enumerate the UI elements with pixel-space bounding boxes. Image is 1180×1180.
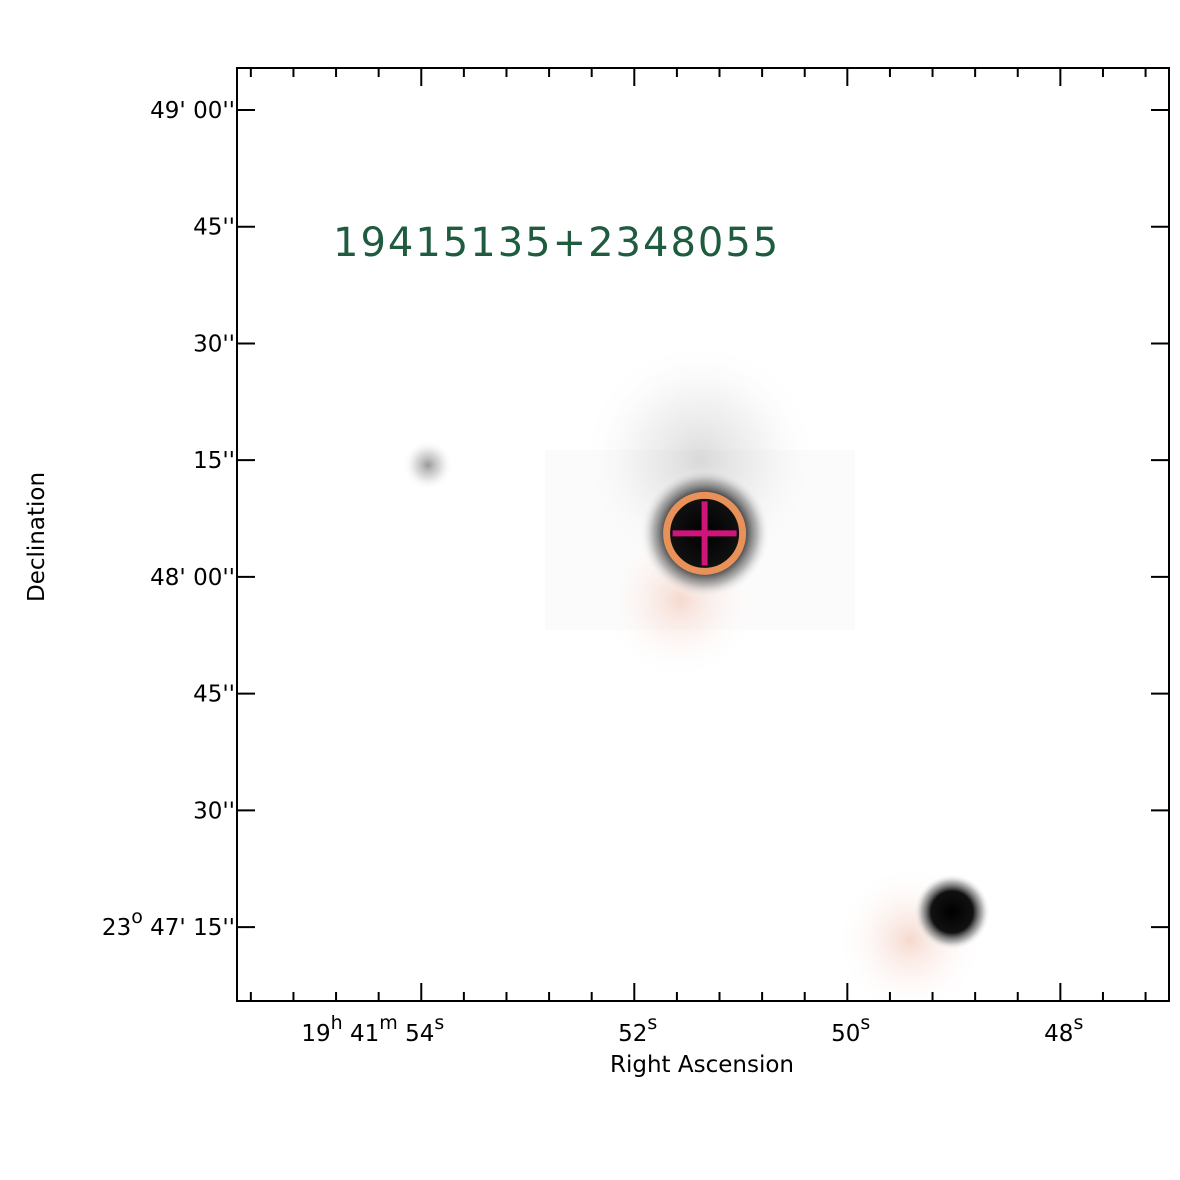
y-axis-label: Declination: [24, 472, 50, 602]
y-tick-label: 45'': [193, 215, 235, 241]
y-tick-label: 30'': [193, 798, 235, 824]
x-tick-label: 52s: [618, 1012, 657, 1047]
plot-frame: [236, 67, 1170, 1002]
x-axis-label: Right Ascension: [610, 1052, 794, 1078]
y-tick-label: 48' 00'': [150, 565, 235, 591]
x-tick-label: 50s: [831, 1012, 870, 1047]
x-tick-label: 19h 41m 54s: [301, 1012, 444, 1047]
y-tick-label: 45'': [193, 682, 235, 708]
image-sources: [403, 340, 990, 1015]
y-tick-label: 23o 47' 15'': [102, 906, 235, 941]
source-id: 19415135+2348055: [333, 220, 780, 266]
x-tick-label: 48s: [1044, 1012, 1083, 1047]
y-tick-label: 30'': [193, 331, 235, 357]
y-tick-label: 49' 00'': [150, 98, 235, 124]
target-circle: [663, 491, 747, 575]
y-tick-label: 15'': [193, 448, 235, 474]
